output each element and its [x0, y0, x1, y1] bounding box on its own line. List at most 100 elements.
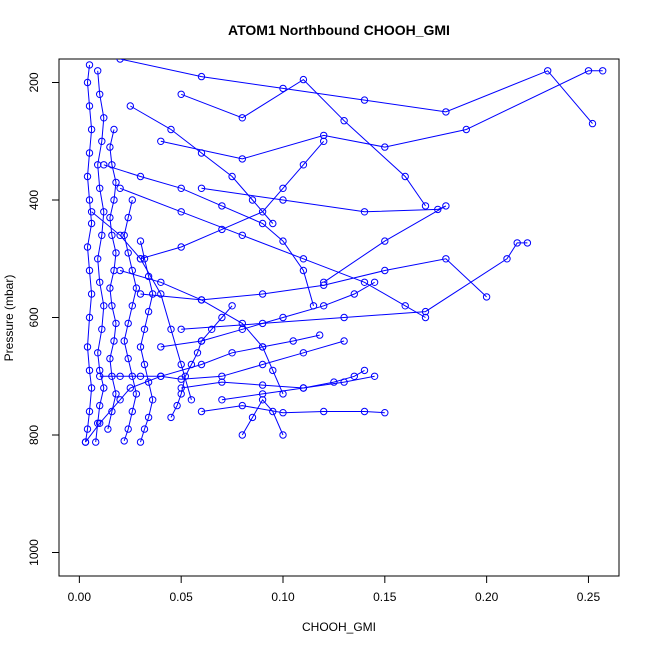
data-point — [258, 208, 267, 216]
data-point — [116, 266, 124, 275]
data-point — [279, 431, 287, 439]
series-line — [201, 187, 447, 283]
data-point — [258, 219, 267, 228]
data-point — [126, 102, 135, 110]
data-point — [177, 360, 185, 369]
data-point — [599, 67, 607, 75]
series-line — [160, 70, 603, 160]
data-point — [96, 372, 104, 380]
data-point — [96, 184, 104, 193]
series-line — [119, 59, 593, 124]
data-point — [197, 407, 206, 416]
data-point — [340, 313, 348, 322]
data-point — [85, 149, 94, 157]
data-point — [381, 409, 389, 417]
data-point — [299, 349, 308, 357]
x-tick-label: 0.25 — [577, 590, 601, 604]
data-point — [140, 325, 149, 333]
data-point — [87, 125, 96, 134]
data-point — [124, 249, 132, 257]
series-line — [130, 105, 274, 224]
x-tick-label: 0.00 — [68, 590, 92, 604]
data-point — [124, 354, 132, 363]
series-15 — [177, 75, 430, 210]
data-point — [269, 219, 277, 228]
x-tick-label: 0.20 — [475, 590, 499, 604]
data-point — [112, 178, 120, 187]
x-tick-label: 0.10 — [271, 590, 295, 604]
data-point — [157, 278, 165, 286]
data-point — [136, 290, 145, 298]
data-point — [132, 390, 141, 398]
series-23 — [116, 266, 287, 398]
data-point — [96, 419, 104, 427]
data-point — [360, 208, 369, 216]
data-point — [330, 378, 338, 386]
series-12 — [157, 67, 607, 163]
data-point — [482, 293, 491, 301]
data-point — [87, 219, 96, 228]
data-point — [503, 255, 511, 263]
data-point — [173, 401, 181, 410]
data-point — [177, 243, 185, 251]
data-point — [100, 384, 108, 392]
data-point — [193, 349, 202, 357]
data-point — [136, 255, 145, 263]
data-point — [108, 161, 116, 169]
data-point — [124, 319, 132, 328]
y-tick-label: 600 — [27, 307, 41, 327]
data-point — [140, 425, 149, 433]
data-point — [132, 284, 141, 292]
series-layer — [81, 59, 607, 446]
chart-title: ATOM1 Northbound CHOOH_GMI — [228, 22, 450, 38]
data-point — [279, 196, 287, 204]
series-24 — [126, 102, 277, 228]
data-point — [128, 302, 137, 310]
data-point — [85, 61, 94, 69]
data-point — [258, 290, 267, 298]
data-point — [544, 67, 552, 75]
data-point — [299, 266, 308, 275]
data-point — [218, 372, 226, 380]
data-point — [381, 237, 389, 245]
series-line — [85, 334, 320, 443]
data-point — [110, 196, 118, 204]
data-point — [167, 413, 175, 422]
data-point — [120, 231, 128, 240]
series-9 — [177, 372, 379, 392]
data-point — [108, 407, 116, 416]
data-point — [218, 313, 226, 322]
data-point — [85, 407, 94, 416]
data-point — [401, 172, 409, 181]
data-point — [279, 409, 287, 417]
data-point — [320, 278, 328, 286]
series-line — [91, 211, 192, 400]
data-point — [104, 425, 112, 433]
data-point — [136, 172, 145, 181]
series-8 — [197, 401, 389, 417]
data-point — [96, 278, 104, 286]
data-point — [98, 325, 106, 333]
y-tick-label: 400 — [27, 190, 41, 210]
data-point — [218, 396, 226, 404]
data-point — [462, 125, 470, 134]
data-point — [167, 325, 175, 333]
data-point — [228, 349, 236, 357]
data-point — [177, 184, 185, 193]
data-point — [87, 290, 96, 298]
data-point — [401, 302, 409, 310]
data-point — [513, 239, 521, 247]
data-point — [157, 290, 165, 298]
data-point — [85, 196, 94, 204]
data-point — [187, 396, 196, 404]
data-point — [218, 378, 226, 386]
series-line — [181, 78, 426, 207]
data-point — [94, 349, 102, 357]
data-point — [136, 237, 145, 245]
series-25 — [87, 208, 196, 404]
data-point — [83, 425, 92, 433]
data-point — [197, 184, 206, 193]
data-point — [96, 90, 104, 99]
data-point — [258, 360, 267, 369]
